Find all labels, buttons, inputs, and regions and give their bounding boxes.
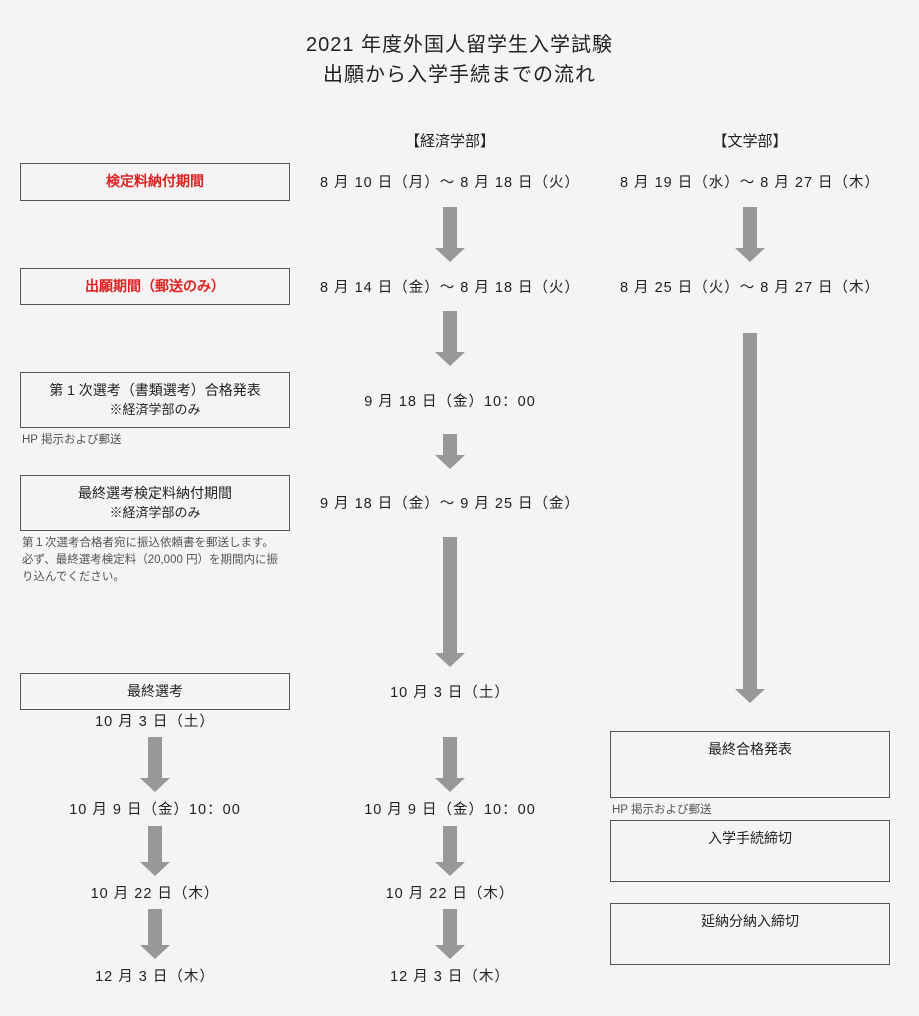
step5-note: HP 掲示および郵送 [610, 798, 890, 819]
arrow [300, 428, 600, 475]
step1-col1: 8 月 14 日（金）～ 8 月 18 日（火） [300, 268, 600, 306]
step-label-enrollment-deadline: 入学手続締切 [610, 820, 890, 882]
step-label-final-result: 最終合格発表 [610, 731, 890, 798]
step4-col1: 10 月 3 日（土） [300, 673, 600, 711]
step2-label-line1: 第 1 次選考（書類選考）合格発表 [25, 381, 285, 401]
arrow [300, 201, 600, 268]
title-line2: 出願から入学手続までの流れ [20, 60, 899, 90]
arrow [20, 820, 290, 882]
flow-grid: 【経済学部】 【文学部】 検定料納付期間 8 月 10 日（月）～ 8 月 18… [20, 130, 899, 986]
step1-col2: 8 月 25 日（火）～ 8 月 27 日（木） [610, 268, 890, 306]
arrow [300, 305, 600, 372]
step5-col1: 10 月 9 日（金）10：00 [20, 798, 290, 819]
step2-col1: 9 月 18 日（金）10：00 [300, 372, 600, 428]
step-label-first-screening: 第 1 次選考（書類選考）合格発表 ※経済学部のみ [20, 372, 290, 428]
arrow [20, 903, 290, 965]
arrow-long-start [610, 305, 890, 731]
col1-header: 【経済学部】 [300, 130, 600, 163]
step6-col1: 10 月 22 日（木） [20, 882, 290, 903]
step2-note: HP 掲示および郵送 [20, 428, 290, 475]
col2-header: 【文学部】 [610, 130, 890, 163]
step7-col1: 12 月 3 日（木） [20, 965, 290, 986]
arrow [300, 903, 600, 965]
step-label-application-period: 出願期間（郵送のみ） [20, 268, 290, 306]
step4-col2: 10 月 3 日（土） [20, 710, 290, 731]
title-line1: 2021 年度外国人留学生入学試験 [20, 30, 899, 60]
arrow [300, 731, 600, 798]
arrow [20, 731, 290, 798]
step3-label-line2: ※経済学部のみ [25, 504, 285, 522]
step-label-deferred-deadline: 延納分納入締切 [610, 903, 890, 965]
step-label-final-fee-period: 最終選考検定料納付期間 ※経済学部のみ [20, 475, 290, 531]
step3-label-line1: 最終選考検定料納付期間 [25, 484, 285, 504]
step2-label-line2: ※経済学部のみ [25, 401, 285, 419]
page-title: 2021 年度外国人留学生入学試験 出願から入学手続までの流れ [20, 30, 899, 90]
arrow [300, 820, 600, 882]
step3-note: 第１次選考合格者宛に振込依頼書を郵送します。 必ず、最終選考検定料（20,000… [20, 531, 290, 673]
step-label-final-screening: 最終選考 [20, 673, 290, 711]
step6-col2: 10 月 22 日（木） [300, 882, 600, 903]
step7-col2: 12 月 3 日（木） [300, 965, 600, 986]
step-label-fee-period: 検定料納付期間 [20, 163, 290, 201]
arrow [610, 201, 890, 268]
step0-col2: 8 月 19 日（水）～ 8 月 27 日（木） [610, 163, 890, 201]
step0-col1: 8 月 10 日（月）～ 8 月 18 日（火） [300, 163, 600, 201]
step5-col2: 10 月 9 日（金）10：00 [300, 798, 600, 819]
step3-col1: 9 月 18 日（金）～ 9 月 25 日（金） [300, 475, 600, 531]
arrow [300, 531, 600, 673]
